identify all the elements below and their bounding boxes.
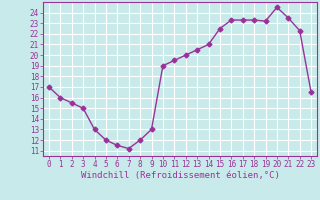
X-axis label: Windchill (Refroidissement éolien,°C): Windchill (Refroidissement éolien,°C) (81, 171, 279, 180)
